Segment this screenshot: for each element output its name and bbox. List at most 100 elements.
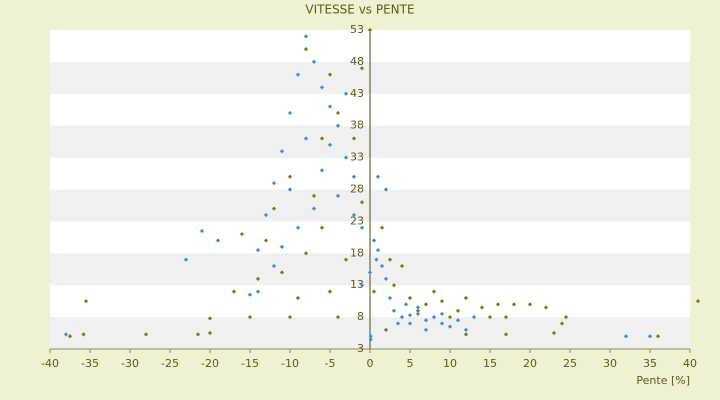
point: [335, 193, 341, 199]
x-tick-label: -20: [201, 357, 219, 370]
x-tick-label: 20: [523, 357, 537, 370]
point: [379, 225, 385, 230]
x-tick-label: 10: [443, 357, 457, 370]
point: [463, 295, 469, 301]
point: [375, 174, 381, 179]
chart-title: VITESSE vs PENTE: [305, 3, 414, 17]
y-tick-label: 18: [350, 246, 364, 259]
point: [503, 332, 509, 337]
point: [359, 225, 365, 230]
y-tick-label: 28: [350, 183, 364, 196]
point: [239, 232, 245, 237]
y-tick-label: 48: [350, 55, 364, 68]
point: [387, 295, 393, 301]
point: [415, 308, 421, 313]
point: [403, 302, 409, 307]
point: [383, 187, 389, 192]
point: [383, 276, 389, 281]
point: [423, 318, 429, 323]
point: [271, 206, 277, 211]
y-tick-label: 3: [357, 342, 364, 355]
point: [319, 136, 325, 141]
point: [343, 257, 349, 262]
point: [207, 330, 213, 336]
point: [391, 308, 397, 313]
x-tick-label: 25: [563, 357, 577, 370]
point: [374, 257, 379, 262]
point: [695, 299, 701, 304]
point: [423, 327, 429, 332]
y-tick-label: 33: [350, 151, 364, 164]
point: [327, 142, 333, 147]
point: [279, 244, 285, 250]
point: [463, 332, 469, 337]
point: [447, 314, 453, 320]
point: [295, 225, 301, 230]
point: [455, 318, 461, 323]
y-tick-label: 8: [357, 310, 364, 323]
point: [351, 174, 357, 179]
point: [487, 314, 493, 320]
point: [255, 289, 261, 294]
y-tick-label: 43: [350, 87, 364, 100]
point: [647, 334, 653, 339]
point: [439, 299, 445, 304]
x-tick-label: -25: [161, 357, 179, 370]
point: [447, 324, 453, 329]
point: [655, 334, 661, 339]
x-tick-label: -30: [121, 357, 139, 370]
x-tick-label: 0: [367, 357, 374, 370]
point: [479, 305, 485, 310]
x-tick-label: 35: [643, 357, 657, 370]
point: [375, 247, 381, 253]
point: [368, 334, 373, 339]
point: [255, 276, 261, 281]
point: [407, 295, 413, 301]
point: [319, 225, 325, 230]
point: [287, 187, 293, 192]
point: [543, 305, 549, 310]
point: [183, 257, 189, 262]
point: [327, 289, 333, 294]
point: [439, 311, 445, 317]
point: [423, 302, 429, 307]
point: [271, 263, 277, 269]
point: [399, 263, 405, 269]
point: [351, 212, 357, 218]
point: [199, 228, 205, 234]
point: [319, 168, 325, 173]
x-tick-label: 15: [483, 357, 497, 370]
x-tick-label: -10: [281, 357, 299, 370]
y-tick-label: 38: [350, 119, 364, 132]
point: [143, 332, 149, 337]
point: [247, 292, 253, 297]
x-tick-label: 5: [407, 357, 414, 370]
point: [407, 313, 413, 318]
point: [359, 283, 365, 288]
x-tick-label: -35: [81, 357, 99, 370]
point: [359, 200, 365, 205]
point: [623, 334, 629, 339]
point: [351, 136, 357, 141]
point: [391, 283, 397, 288]
point: [263, 238, 269, 243]
y-tick-label: 23: [350, 214, 364, 227]
point: [287, 314, 293, 320]
x-axis-label: Pente [%]: [636, 374, 690, 387]
point: [255, 247, 261, 253]
point: [551, 330, 557, 336]
point: [439, 321, 445, 326]
point: [431, 289, 437, 294]
point: [343, 155, 349, 160]
point: [455, 308, 461, 313]
point: [295, 295, 301, 301]
point: [527, 302, 533, 307]
point: [559, 321, 565, 326]
point: [371, 289, 377, 294]
point: [495, 302, 501, 307]
point: [207, 316, 213, 321]
point: [415, 311, 421, 317]
point: [511, 302, 517, 307]
x-tick-label: 30: [603, 357, 617, 370]
